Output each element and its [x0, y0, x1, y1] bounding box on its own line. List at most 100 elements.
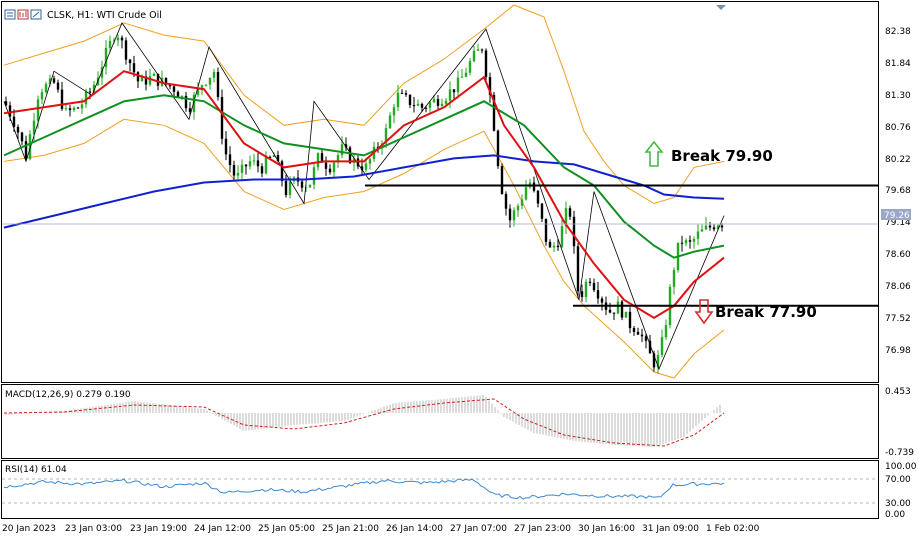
candle-body — [532, 182, 536, 191]
candle-body — [56, 82, 60, 90]
candle-body — [336, 155, 340, 163]
candle-body — [124, 40, 128, 60]
candle-body — [276, 155, 280, 162]
break-levels — [2, 184, 878, 307]
candle-body — [312, 167, 316, 185]
time-axis[interactable]: 20 Jan 2023 23 Jan 03:00 23 Jan 19:00 24… — [2, 524, 760, 534]
candle-body — [596, 290, 600, 299]
candle-body — [424, 107, 428, 109]
candle-body — [632, 328, 636, 332]
candle-body — [144, 76, 148, 85]
candle-body — [112, 40, 116, 42]
candle-body — [252, 160, 256, 162]
ma-fast-line — [3, 70, 725, 319]
time-label: 30 Jan 16:00 — [578, 524, 635, 534]
candle-body — [504, 193, 508, 209]
time-label: 25 Jan 05:00 — [258, 524, 315, 534]
candle-body — [452, 89, 456, 93]
candle-body — [564, 208, 568, 227]
candle-body — [500, 166, 504, 194]
candle-body — [436, 99, 440, 106]
price-axis[interactable]: 82.38 81.84 81.30 80.76 80.22 79.68 79.1… — [881, 27, 911, 356]
moving-averages — [3, 70, 725, 319]
candle-body — [400, 92, 404, 94]
candle-body — [316, 153, 320, 168]
macd-panel-frame — [1, 384, 879, 459]
candle-body — [92, 84, 96, 93]
price-label: 78.60 — [885, 250, 911, 260]
chart-title: CLSK, H1: WTI Crude Oil — [47, 10, 162, 21]
price-label: 82.38 — [885, 27, 911, 37]
candle-body — [280, 161, 284, 181]
chart-type-icon[interactable] — [30, 9, 42, 20]
candle-body — [432, 99, 436, 103]
candle-body — [672, 270, 676, 287]
candle-body — [148, 75, 152, 85]
candle-body — [172, 86, 176, 92]
candle-body — [36, 99, 40, 121]
candle-body — [220, 97, 224, 139]
candle-body — [236, 172, 240, 176]
candle-body — [488, 77, 492, 95]
candle-body — [132, 63, 136, 73]
candle-body — [448, 89, 452, 101]
candle-body — [544, 218, 548, 242]
candle-body — [104, 47, 108, 68]
symbol-icon[interactable] — [4, 9, 16, 20]
main-chart-frame — [1, 1, 879, 383]
macd-axis-label: -0.739 — [885, 448, 914, 458]
indicator-icon[interactable] — [17, 9, 29, 20]
zigzag-line — [3, 22, 725, 371]
candle-body — [476, 49, 480, 51]
candle-body — [64, 108, 68, 110]
candle-body — [536, 190, 540, 204]
candle-body — [460, 76, 464, 78]
candle-body — [348, 147, 352, 163]
candle-body — [524, 187, 528, 200]
time-label: 1 Feb 02:00 — [706, 524, 760, 534]
candle-body — [340, 144, 344, 156]
rsi-line — [3, 478, 725, 500]
rsi-axis-label: 70.00 — [885, 475, 911, 485]
candle-body — [480, 49, 484, 51]
time-label: 24 Jan 12:00 — [194, 524, 251, 534]
candle-body — [392, 107, 396, 116]
candle-body — [588, 281, 592, 283]
candle-body — [576, 246, 580, 292]
candle-body — [428, 102, 432, 108]
candle-body — [384, 128, 388, 144]
candle-body — [308, 184, 312, 188]
time-label: 23 Jan 19:00 — [130, 524, 187, 534]
candle-body — [320, 153, 324, 163]
candle-body — [176, 91, 180, 97]
candle-body — [580, 291, 584, 297]
rsi-axis-label: 30.00 — [885, 499, 911, 509]
current-price-label: 79.26 — [884, 211, 910, 221]
candle-body — [636, 331, 640, 335]
candle-body — [680, 242, 684, 244]
candle-body — [620, 301, 624, 318]
candle-body — [120, 37, 124, 41]
candle-body — [68, 108, 72, 111]
candle-body — [264, 156, 268, 174]
rsi-indicator — [2, 478, 878, 504]
macd-signal-line — [3, 398, 725, 447]
candle-body — [512, 210, 516, 221]
time-label: 23 Jan 03:00 — [65, 524, 122, 534]
candle-body — [652, 353, 656, 368]
candle-body — [324, 162, 328, 169]
chart-shift-marker-icon[interactable] — [716, 5, 726, 10]
break-up-annotation: Break 79.90 — [644, 140, 773, 167]
macd-label: MACD(12,26,9) 0.279 0.190 — [5, 390, 131, 400]
ma-slow-line — [3, 154, 725, 229]
time-label: 31 Jan 09:00 — [642, 524, 699, 534]
chart-header: CLSK, H1: WTI Crude Oil — [4, 9, 162, 21]
candle-body — [344, 144, 348, 148]
candle-body — [244, 164, 248, 167]
time-label: 20 Jan 2023 — [2, 524, 56, 534]
candle-body — [44, 84, 48, 93]
candle-body — [688, 240, 692, 242]
candle-body — [468, 61, 472, 73]
